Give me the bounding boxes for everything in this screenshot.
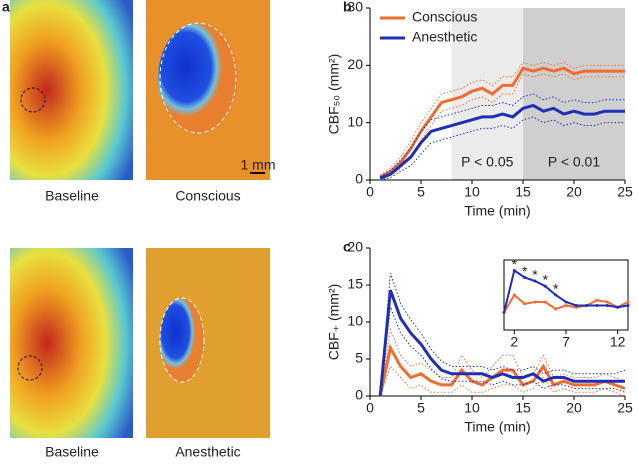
y-axis-label: CBF₊ (mm²) bbox=[326, 284, 342, 361]
y-tick-label: 20 bbox=[347, 56, 363, 72]
error-line bbox=[379, 61, 625, 176]
point bbox=[543, 284, 547, 288]
x-tick-label: 15 bbox=[515, 400, 531, 416]
outline bbox=[20, 87, 46, 113]
point bbox=[595, 304, 599, 307]
image bbox=[10, 0, 133, 180]
panel-label: b bbox=[343, 0, 352, 15]
point bbox=[523, 302, 527, 306]
legend-label: Conscious bbox=[412, 9, 477, 25]
series-line bbox=[379, 66, 625, 179]
y-tick-label: 0 bbox=[355, 387, 363, 403]
point bbox=[616, 305, 620, 309]
x-tick-label: 7 bbox=[562, 334, 570, 350]
x-tick-label: 15 bbox=[515, 184, 531, 200]
y-tick-label: 10 bbox=[347, 113, 363, 129]
legend-label: Anesthetic bbox=[412, 29, 477, 45]
x-axis-label: Time (min) bbox=[464, 419, 530, 435]
series-line bbox=[378, 343, 626, 397]
annotation: P < 0.01 bbox=[548, 154, 601, 170]
shaded-region bbox=[451, 8, 523, 180]
y-axis-label: CBF₅₀ (mm²) bbox=[326, 54, 342, 135]
frame bbox=[503, 259, 629, 331]
panel-label: a bbox=[2, 0, 10, 15]
point bbox=[543, 300, 547, 304]
image-label: Anesthetic bbox=[175, 444, 240, 460]
x-axis-label: Time (min) bbox=[464, 203, 530, 219]
image-region bbox=[160, 298, 204, 382]
y-tick-label: 10 bbox=[347, 313, 363, 329]
annotation: * bbox=[512, 256, 518, 272]
x-tick-label: 25 bbox=[617, 184, 633, 200]
point bbox=[564, 300, 568, 304]
point bbox=[626, 304, 630, 307]
error-line bbox=[379, 307, 626, 397]
image bbox=[10, 248, 133, 438]
x-tick-label: 2 bbox=[510, 334, 518, 350]
x-tick-label: 0 bbox=[366, 400, 374, 416]
series-line bbox=[379, 103, 625, 180]
error-line bbox=[379, 327, 626, 397]
image-label: Baseline bbox=[45, 444, 99, 460]
y-tick-label: 5 bbox=[355, 350, 363, 366]
annotation: * bbox=[522, 263, 528, 279]
annotation: * bbox=[543, 272, 549, 288]
point bbox=[595, 298, 599, 302]
image-label: Conscious bbox=[175, 188, 240, 204]
outline bbox=[159, 297, 205, 383]
point bbox=[502, 311, 506, 314]
point bbox=[605, 300, 609, 304]
y-tick-label: 15 bbox=[347, 276, 363, 292]
point bbox=[533, 279, 537, 283]
x-tick-label: 0 bbox=[366, 184, 374, 200]
point bbox=[512, 269, 516, 272]
image-label: Baseline bbox=[45, 188, 99, 204]
annotation: P < 0.05 bbox=[461, 154, 514, 170]
error-line bbox=[379, 93, 625, 177]
image-panels: a Baseline Conscious Baseline Anesthetic… bbox=[2, 0, 276, 460]
outline bbox=[159, 22, 237, 134]
image-region bbox=[158, 23, 238, 133]
x-tick-label: 20 bbox=[566, 400, 582, 416]
point bbox=[626, 300, 630, 304]
x-tick-label: 10 bbox=[464, 184, 480, 200]
error-line bbox=[380, 73, 625, 180]
point bbox=[523, 276, 527, 279]
outline bbox=[17, 355, 43, 381]
x-tick-label: 5 bbox=[417, 400, 425, 416]
x-tick-label: 5 bbox=[417, 184, 425, 200]
scale-bar-label: 1 mm bbox=[241, 157, 276, 173]
x-tick-label: 20 bbox=[566, 184, 582, 200]
point bbox=[533, 300, 537, 304]
error-line bbox=[379, 365, 626, 397]
annotation: * bbox=[553, 280, 559, 296]
y-tick-label: 0 bbox=[355, 171, 363, 187]
point bbox=[512, 293, 516, 297]
point bbox=[605, 304, 609, 307]
y-tick-label: 30 bbox=[347, 0, 363, 15]
x-tick-label: 12 bbox=[610, 334, 626, 350]
panel-label: c bbox=[343, 239, 351, 255]
x-tick-label: 25 bbox=[617, 400, 633, 416]
error-line bbox=[380, 116, 625, 181]
point bbox=[574, 304, 578, 307]
point bbox=[554, 293, 558, 297]
x-tick-label: 10 bbox=[464, 400, 480, 416]
point bbox=[564, 304, 568, 307]
shaded-region bbox=[523, 8, 625, 180]
series-line bbox=[378, 289, 625, 397]
y-tick-label: 20 bbox=[347, 239, 363, 255]
point bbox=[554, 307, 558, 311]
point bbox=[585, 304, 589, 307]
annotation: * bbox=[532, 266, 538, 282]
